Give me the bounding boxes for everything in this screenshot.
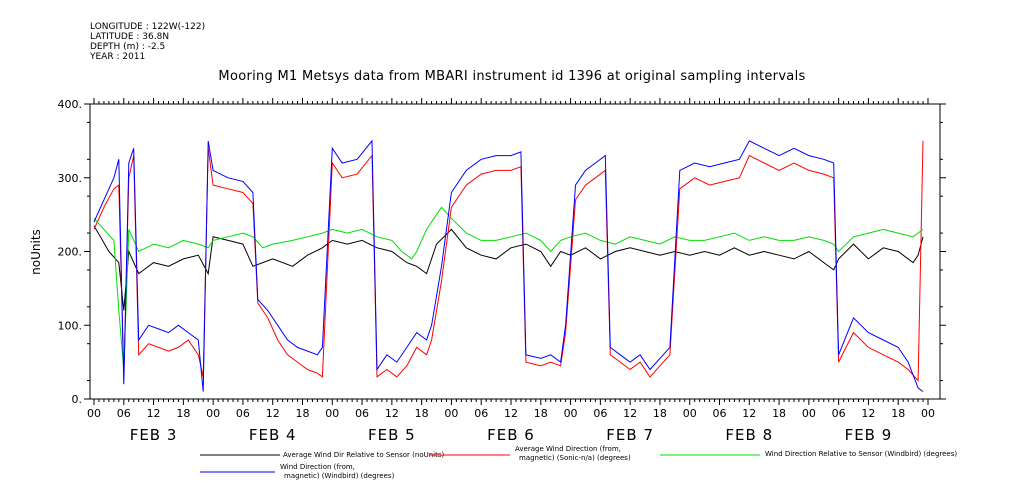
depth-label: DEPTH (m) : -2.5 — [90, 42, 166, 52]
series-line-3 — [93, 139, 924, 392]
x-hour-label: 00 — [444, 407, 458, 420]
x-hour-label: 12 — [147, 407, 161, 420]
x-hour-label: 18 — [653, 407, 667, 420]
x-hour-label: 12 — [623, 407, 637, 420]
longitude-label: LONGITUDE : 122W(-122) — [90, 22, 206, 32]
y-tick-label: 200. — [58, 246, 83, 259]
x-day-label: FEB 4 — [249, 426, 297, 444]
x-hour-label: 18 — [415, 407, 429, 420]
latitude-label: LATITUDE : 36.8N — [90, 32, 170, 42]
x-hour-label: 06 — [593, 407, 607, 420]
x-hour-label: 18 — [176, 407, 190, 420]
series-line-0 — [93, 225, 924, 311]
x-hour-label: 12 — [504, 407, 518, 420]
x-hour-label: 00 — [921, 407, 935, 420]
x-day-label: FEB 5 — [368, 426, 416, 444]
y-tick-label: 0. — [72, 393, 83, 406]
x-hour-label: 00 — [87, 407, 101, 420]
x-hour-label: 18 — [891, 407, 905, 420]
x-hour-label: 12 — [861, 407, 875, 420]
legend-label: Average Wind Direction (from, — [515, 445, 621, 453]
y-tick-label: 100. — [58, 319, 83, 332]
legend-label: Wind Direction Relative to Sensor (Windb… — [765, 450, 957, 458]
legend-label: Average Wind Dir Relative to Sensor (noU… — [283, 451, 444, 459]
series-line-1 — [93, 140, 924, 382]
x-hour-label: 00 — [325, 407, 339, 420]
y-tick-label: 300. — [58, 172, 83, 185]
x-hour-label: 06 — [832, 407, 846, 420]
x-hour-label: 06 — [713, 407, 727, 420]
x-hour-label: 12 — [742, 407, 756, 420]
y-axis-label: noUnits — [29, 229, 43, 275]
y-tick-label: 400. — [58, 98, 83, 111]
x-day-label: FEB 9 — [845, 426, 893, 444]
x-hour-label: 06 — [236, 407, 250, 420]
x-hour-label: 18 — [296, 407, 310, 420]
legend-group: Average Wind Dir Relative to Sensor (noU… — [200, 445, 957, 480]
series-group — [93, 139, 924, 392]
series-line-2 — [93, 206, 924, 370]
legend-label: magnetic) (Sonic-n/a) (degrees) — [519, 454, 631, 462]
x-hour-label: 00 — [802, 407, 816, 420]
x-hour-label: 06 — [117, 407, 131, 420]
plot-frame — [89, 103, 941, 400]
x-hour-label: 18 — [772, 407, 786, 420]
x-day-label: FEB 3 — [130, 426, 178, 444]
x-day-label: FEB 8 — [725, 426, 773, 444]
x-hour-label: 06 — [474, 407, 488, 420]
x-hour-label: 18 — [534, 407, 548, 420]
x-hour-label: 00 — [564, 407, 578, 420]
legend-label: Wind Direction (from, — [280, 463, 355, 471]
chart-title: Mooring M1 Metsys data from MBARI instru… — [218, 69, 805, 84]
x-hour-label: 12 — [385, 407, 399, 420]
x-day-label: FEB 7 — [606, 426, 654, 444]
x-hour-label: 00 — [206, 407, 220, 420]
axes-group: 0. 100. 200. 300. 400. 00 06 12 18 00 06 12 18 00 06 12… — [58, 98, 946, 444]
x-hour-label: 00 — [683, 407, 697, 420]
year-label: YEAR : 2011 — [90, 52, 146, 62]
x-hour-label: 06 — [355, 407, 369, 420]
x-day-label: FEB 6 — [487, 426, 535, 444]
legend-label: magnetic) (Windbird) (degrees) — [284, 472, 395, 480]
x-hour-label: 12 — [266, 407, 280, 420]
